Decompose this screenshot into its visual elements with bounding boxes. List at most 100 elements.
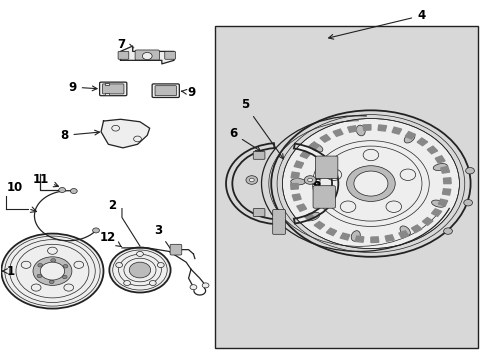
Circle shape bbox=[109, 248, 170, 293]
Ellipse shape bbox=[356, 125, 365, 136]
Circle shape bbox=[463, 199, 471, 206]
Ellipse shape bbox=[350, 231, 360, 241]
Text: 3: 3 bbox=[153, 224, 174, 254]
Polygon shape bbox=[290, 172, 299, 178]
Circle shape bbox=[465, 167, 473, 174]
Ellipse shape bbox=[399, 226, 409, 236]
Text: 6: 6 bbox=[312, 177, 320, 190]
Polygon shape bbox=[377, 125, 386, 131]
Polygon shape bbox=[370, 237, 378, 243]
Ellipse shape bbox=[310, 143, 322, 152]
Polygon shape bbox=[290, 184, 298, 189]
Circle shape bbox=[47, 247, 57, 254]
Polygon shape bbox=[431, 209, 441, 216]
Polygon shape bbox=[325, 228, 336, 235]
Circle shape bbox=[245, 176, 257, 184]
Polygon shape bbox=[314, 221, 324, 229]
Circle shape bbox=[112, 125, 119, 131]
Text: 2: 2 bbox=[108, 198, 116, 212]
Polygon shape bbox=[391, 127, 401, 134]
Text: 9: 9 bbox=[68, 81, 97, 94]
FancyBboxPatch shape bbox=[102, 84, 123, 94]
Polygon shape bbox=[300, 151, 310, 158]
Circle shape bbox=[142, 53, 152, 60]
Polygon shape bbox=[296, 204, 306, 211]
Circle shape bbox=[399, 169, 415, 180]
Text: 4: 4 bbox=[328, 9, 425, 39]
Circle shape bbox=[59, 188, 65, 193]
Circle shape bbox=[325, 169, 341, 180]
Circle shape bbox=[63, 265, 68, 268]
Ellipse shape bbox=[404, 133, 414, 143]
Circle shape bbox=[37, 274, 42, 278]
Circle shape bbox=[92, 228, 99, 233]
Circle shape bbox=[31, 284, 41, 291]
FancyBboxPatch shape bbox=[100, 82, 126, 96]
Text: 9: 9 bbox=[181, 86, 196, 99]
Circle shape bbox=[136, 251, 143, 256]
Polygon shape bbox=[308, 142, 319, 149]
Polygon shape bbox=[434, 156, 444, 163]
Circle shape bbox=[116, 262, 122, 267]
Polygon shape bbox=[443, 178, 450, 184]
FancyBboxPatch shape bbox=[152, 84, 179, 98]
Polygon shape bbox=[120, 46, 174, 64]
Text: 8: 8 bbox=[60, 129, 99, 142]
FancyBboxPatch shape bbox=[272, 210, 285, 234]
Circle shape bbox=[190, 285, 197, 290]
Polygon shape bbox=[304, 213, 314, 221]
Polygon shape bbox=[385, 235, 393, 242]
Polygon shape bbox=[101, 119, 149, 148]
Circle shape bbox=[51, 258, 56, 262]
FancyBboxPatch shape bbox=[253, 208, 264, 216]
Circle shape bbox=[307, 178, 312, 182]
Polygon shape bbox=[405, 132, 415, 139]
Ellipse shape bbox=[431, 200, 445, 207]
Circle shape bbox=[21, 261, 31, 268]
FancyBboxPatch shape bbox=[215, 26, 477, 348]
Circle shape bbox=[1, 234, 103, 309]
Circle shape bbox=[353, 171, 387, 196]
Text: 7: 7 bbox=[117, 38, 133, 51]
Text: 6: 6 bbox=[228, 127, 260, 151]
Circle shape bbox=[157, 262, 164, 267]
Polygon shape bbox=[347, 126, 356, 132]
Polygon shape bbox=[355, 236, 363, 242]
Circle shape bbox=[40, 262, 64, 280]
Polygon shape bbox=[398, 231, 408, 238]
FancyBboxPatch shape bbox=[118, 51, 128, 59]
Circle shape bbox=[70, 189, 77, 194]
Polygon shape bbox=[427, 146, 437, 154]
Text: 10: 10 bbox=[6, 181, 22, 194]
Circle shape bbox=[346, 166, 394, 202]
Ellipse shape bbox=[290, 179, 305, 185]
Text: 5: 5 bbox=[241, 99, 283, 159]
Circle shape bbox=[304, 176, 315, 184]
Circle shape bbox=[74, 261, 83, 268]
Text: 1: 1 bbox=[2, 265, 14, 278]
FancyBboxPatch shape bbox=[105, 83, 109, 85]
FancyBboxPatch shape bbox=[155, 86, 176, 96]
Circle shape bbox=[64, 284, 74, 291]
Polygon shape bbox=[362, 125, 370, 130]
FancyBboxPatch shape bbox=[315, 156, 337, 179]
FancyBboxPatch shape bbox=[135, 50, 159, 60]
FancyBboxPatch shape bbox=[253, 152, 264, 159]
Circle shape bbox=[249, 178, 254, 182]
Circle shape bbox=[133, 136, 141, 142]
Circle shape bbox=[62, 275, 67, 279]
Circle shape bbox=[443, 228, 451, 234]
Polygon shape bbox=[437, 199, 447, 206]
Polygon shape bbox=[319, 135, 330, 142]
Polygon shape bbox=[410, 225, 421, 233]
Circle shape bbox=[202, 283, 208, 288]
Circle shape bbox=[149, 280, 156, 285]
Polygon shape bbox=[416, 138, 427, 146]
Circle shape bbox=[282, 118, 458, 249]
Polygon shape bbox=[292, 194, 301, 201]
FancyBboxPatch shape bbox=[105, 93, 109, 95]
Polygon shape bbox=[422, 217, 432, 225]
FancyBboxPatch shape bbox=[312, 186, 335, 208]
Ellipse shape bbox=[306, 212, 319, 221]
Circle shape bbox=[123, 280, 130, 285]
